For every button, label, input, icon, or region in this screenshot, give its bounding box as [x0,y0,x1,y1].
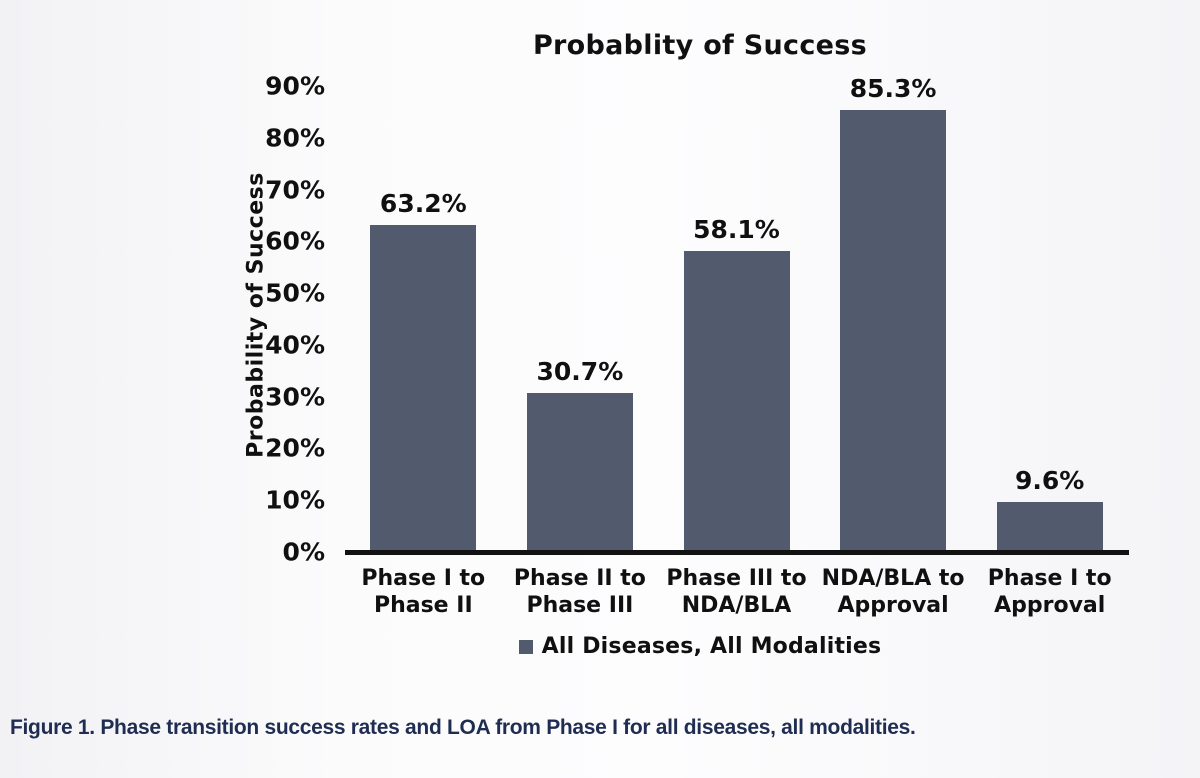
y-tick-label: 90% [265,71,325,101]
bar [370,224,477,552]
bar [840,110,947,552]
legend-label: All Diseases, All Modalities [541,634,882,659]
bar [683,251,790,552]
x-axis-category-label: Phase II to Phase III [513,566,646,618]
y-tick-label: 50% [265,278,325,308]
x-axis-category-label: Phase I to Approval [987,566,1112,618]
y-tick-label: 40% [265,330,325,360]
bar [526,393,633,552]
y-tick-label: 70% [265,175,325,205]
figure-caption: Figure 1. Phase transition success rates… [10,716,916,739]
x-axis-category-label: Phase I to Phase II [361,566,486,618]
bar-value-label: 63.2% [379,188,467,218]
x-axis-category-label: Phase III to NDA/BLA [666,566,807,618]
y-tick-label: 60% [265,226,325,256]
bar [996,502,1103,552]
legend-swatch [518,639,533,654]
y-tick-label: 10% [265,485,325,515]
x-axis-category-label: NDA/BLA to Approval [821,566,965,618]
y-tick-label: 0% [282,537,325,567]
y-axis-title: Probability of Success [243,172,269,458]
bar-value-label: 58.1% [693,215,780,245]
bar-value-label: 9.6% [1015,466,1085,496]
x-axis-line [345,550,1129,555]
y-tick-label: 20% [265,433,325,463]
y-tick-label: 80% [265,123,325,153]
chart-title: Probablity of Success [532,30,868,61]
y-tick-label: 30% [265,382,325,412]
legend: All Diseases, All Modalities [200,634,1200,659]
bar-value-label: 85.3% [849,74,937,104]
bar-value-label: 30.7% [536,357,624,387]
